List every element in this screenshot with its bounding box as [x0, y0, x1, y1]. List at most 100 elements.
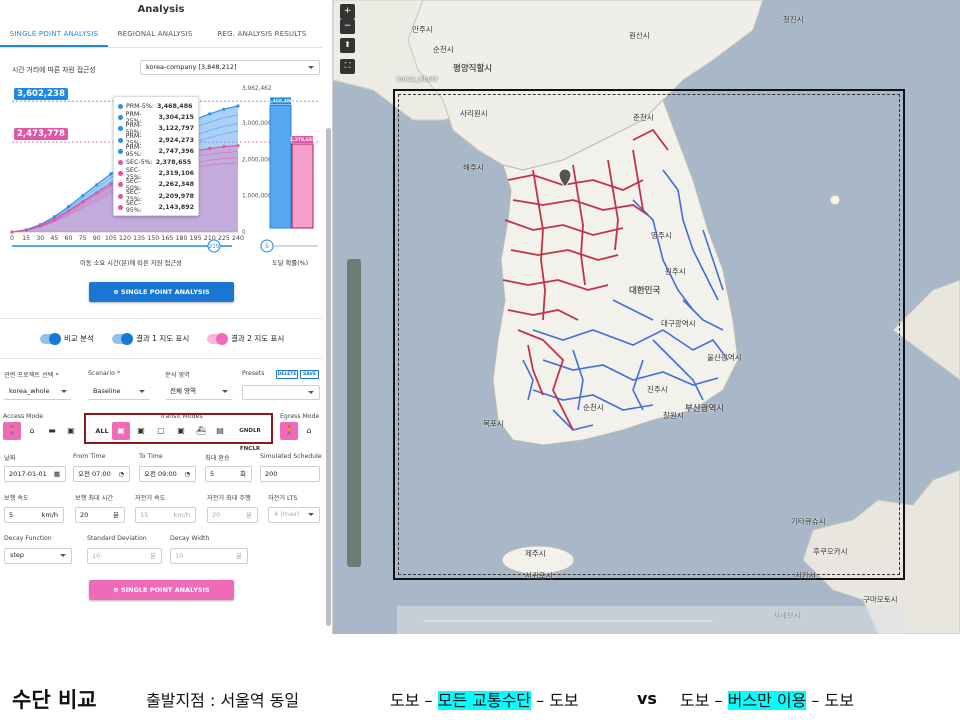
data-point [95, 183, 99, 187]
caption-left-suffix: – 도보 [531, 691, 579, 710]
x-tick-label: 90 [93, 235, 101, 242]
analysis-panel: Analysis SINGLE POINT ANALYSIS REGIONAL … [0, 0, 333, 634]
std-deviation-input[interactable]: 10 분 [87, 548, 162, 564]
bike-lts-value: 4 (max) [274, 510, 300, 518]
transit-all-button[interactable]: ALL [95, 427, 109, 435]
fullscreen-icon[interactable]: ⛶ [340, 59, 355, 74]
project-select-value: korea_whole [9, 387, 50, 395]
from-time-input[interactable]: 오전 07:00 ◔ [73, 466, 130, 482]
cable-car-icon[interactable]: ▤ [216, 426, 224, 435]
network-edge [532, 329, 729, 361]
data-point [236, 143, 240, 148]
tooltip-label: SEC-75%: [125, 189, 142, 204]
bus-icon[interactable]: ▣ [112, 422, 130, 440]
from-time-label: From Time [73, 453, 106, 460]
time-slider[interactable] [347, 259, 361, 567]
bike-speed-input[interactable]: 15 km/h [135, 507, 196, 523]
decay-width-input[interactable]: 10 분 [170, 548, 248, 564]
chevron-down-icon [60, 554, 66, 557]
walk-max-time-input[interactable]: 20 분 [75, 507, 125, 523]
single-point-analysis-button[interactable]: ⊕ SINGLE POINT ANALYSIS [89, 282, 234, 302]
place-label: 대한민국 [629, 286, 661, 296]
delete-preset-button[interactable]: DELETE [276, 370, 298, 379]
result2-map-toggle[interactable] [207, 333, 228, 345]
chevron-down-icon [308, 66, 314, 69]
caption-left-prefix: 도보 – [390, 691, 438, 710]
place-label: 해주시 [463, 163, 484, 172]
walk-max-value: 20 [80, 511, 89, 519]
bike-max-input[interactable]: 20 분 [207, 507, 258, 523]
scenario-select-value: Baseline [93, 387, 121, 395]
slide-caption: 수단 비교 출발지점 : 서울역 동일 도보 – 모든 교통수단 – 도보 vs… [0, 634, 960, 720]
chart-tooltip: PRM-5%: 3,468,486 PRM-25%: 3,304,215 PRM-50%… [113, 96, 199, 216]
single-point-analysis-label: SINGLE POINT ANALYSIS [121, 288, 210, 296]
x-tick-label: 15 [22, 235, 30, 242]
tab-regional[interactable]: REGIONAL ANALYSIS [117, 30, 193, 38]
tooltip-value: 2,319,106 [158, 170, 194, 178]
max-transfer-unit: 회 [240, 470, 246, 478]
tooltip-label: PRM-50%: [125, 121, 142, 136]
project-select[interactable]: korea_whole [4, 385, 72, 400]
tooltip-row: PRM-50%: 3,122,797 [118, 121, 194, 136]
transit-access-icon[interactable]: ▣ [67, 426, 75, 435]
subway-icon[interactable]: ▣ [137, 426, 145, 435]
caption-right-suffix: – 도보 [806, 691, 854, 710]
result1-map-toggle[interactable] [112, 333, 133, 345]
zoom-out-button[interactable]: − [340, 19, 355, 34]
save-preset-button[interactable]: SAVE [300, 370, 319, 379]
chevron-down-icon [139, 390, 145, 393]
x-tick-label: 60 [64, 235, 72, 242]
map-view[interactable]: + − ⬆ ⛶ korea_whole 평양직할시 사리원시 해주시 대한민국 부산광역… [333, 0, 960, 634]
to-time-input[interactable]: 오전 09:00 ◔ [139, 466, 196, 482]
car-access-icon[interactable]: ▬ [48, 426, 56, 435]
probability-slider-value: 5 [265, 243, 269, 250]
area-select[interactable]: 전체 영역 [165, 385, 233, 400]
clock-icon: ◔ [118, 470, 124, 478]
network-edge [522, 359, 534, 401]
data-point [52, 217, 56, 221]
compare-toggle[interactable] [40, 333, 61, 345]
decay-function-select[interactable]: step [4, 548, 72, 564]
presets-select[interactable] [242, 385, 320, 400]
zoom-in-button[interactable]: + [340, 4, 355, 19]
bike-lts-select[interactable]: 4 (max) [268, 507, 320, 523]
network-edge [652, 339, 704, 401]
bike-access-icon[interactable]: ⌂ [29, 426, 35, 435]
simulated-schedule-label: Simulated Schedule [260, 453, 322, 460]
gondola-funicular-button[interactable]: GNDLR FNCLR [239, 428, 261, 452]
data-point [208, 146, 212, 151]
compass-icon[interactable]: ⬆ [340, 38, 355, 53]
std-deviation-value: 10 [92, 552, 101, 560]
to-time-input-value: 오전 09:00 [144, 470, 177, 478]
search-icon: ⊕ [113, 288, 122, 296]
tooltip-row: SEC-25%: 2,319,106 [118, 167, 194, 181]
area-select-value: 전체 영역 [170, 387, 196, 395]
ferry-icon[interactable]: ⛴ [195, 426, 207, 435]
walk-speed-input[interactable]: 5 km/h [4, 507, 64, 523]
data-point [236, 104, 240, 108]
scenario-select[interactable]: Baseline [88, 385, 150, 400]
single-point-analysis-button-2[interactable]: ⊕ SINGLE POINT ANALYSIS [89, 580, 234, 600]
walk-egress-icon[interactable]: 🚶 [280, 422, 298, 440]
simulated-schedule-input[interactable]: 200 [260, 466, 320, 482]
date-input[interactable]: 2017-01-01 ▦ [4, 466, 66, 482]
tab-reg-results[interactable]: REG. ANALYSIS RESULTS [217, 30, 307, 38]
toggle-knob [216, 333, 228, 345]
decay-width-label: Decay Width [170, 535, 210, 542]
caption-vs: vs [637, 689, 657, 708]
tab-single-point[interactable]: SINGLE POINT ANALYSIS [0, 22, 108, 47]
tram-icon[interactable]: ▢ [157, 426, 165, 435]
walk-access-icon[interactable]: 🚶 [3, 422, 21, 440]
panel-scrollbar[interactable] [326, 128, 331, 626]
rail-icon[interactable]: ▣ [177, 426, 185, 435]
bike-egress-icon[interactable]: ⌂ [306, 426, 312, 435]
dataset-select[interactable]: korea-company [3,848,212] [140, 60, 320, 75]
data-point [109, 182, 113, 186]
map-timeline-line [423, 620, 713, 622]
data-point [24, 228, 28, 232]
place-label: 순천시 [433, 45, 454, 54]
clock-icon: ◔ [184, 470, 190, 478]
x-tick-label: 165 [161, 235, 173, 242]
walk-max-unit: 분 [113, 511, 119, 519]
